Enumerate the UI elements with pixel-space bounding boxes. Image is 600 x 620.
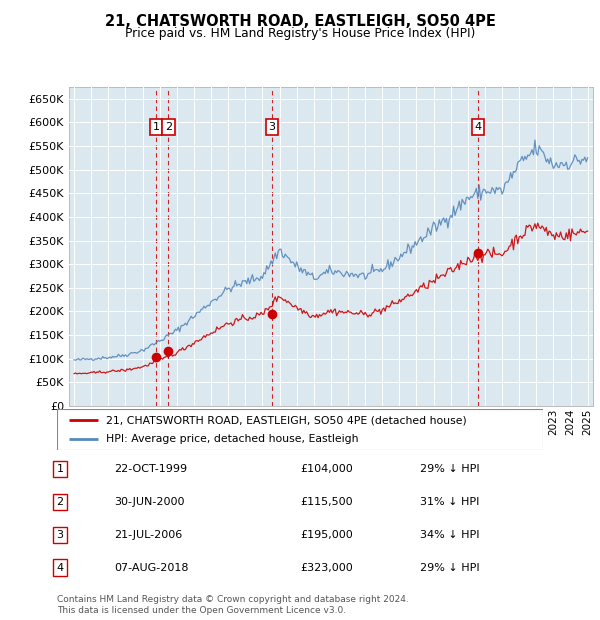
Text: 29% ↓ HPI: 29% ↓ HPI [420,562,479,573]
Text: 3: 3 [268,122,275,132]
Text: Price paid vs. HM Land Registry's House Price Index (HPI): Price paid vs. HM Land Registry's House … [125,27,475,40]
Text: 2: 2 [165,122,172,132]
Text: £323,000: £323,000 [300,562,353,573]
Text: 21, CHATSWORTH ROAD, EASTLEIGH, SO50 4PE (detached house): 21, CHATSWORTH ROAD, EASTLEIGH, SO50 4PE… [106,415,466,425]
Text: 21, CHATSWORTH ROAD, EASTLEIGH, SO50 4PE: 21, CHATSWORTH ROAD, EASTLEIGH, SO50 4PE [104,14,496,29]
Text: 31% ↓ HPI: 31% ↓ HPI [420,497,479,507]
Text: £104,000: £104,000 [300,464,353,474]
Text: 1: 1 [152,122,160,132]
Text: 22-OCT-1999: 22-OCT-1999 [114,464,187,474]
Text: 34% ↓ HPI: 34% ↓ HPI [420,529,479,540]
Text: £115,500: £115,500 [300,497,353,507]
Text: £195,000: £195,000 [300,529,353,540]
Text: 1: 1 [56,464,64,474]
Text: Contains HM Land Registry data © Crown copyright and database right 2024.
This d: Contains HM Land Registry data © Crown c… [57,595,409,614]
Text: 4: 4 [475,122,482,132]
Text: 07-AUG-2018: 07-AUG-2018 [114,562,188,573]
Text: 29% ↓ HPI: 29% ↓ HPI [420,464,479,474]
Text: 30-JUN-2000: 30-JUN-2000 [114,497,185,507]
Text: 4: 4 [56,562,64,573]
Text: 2: 2 [56,497,64,507]
Text: HPI: Average price, detached house, Eastleigh: HPI: Average price, detached house, East… [106,433,358,444]
Text: 3: 3 [56,529,64,540]
Text: 21-JUL-2006: 21-JUL-2006 [114,529,182,540]
